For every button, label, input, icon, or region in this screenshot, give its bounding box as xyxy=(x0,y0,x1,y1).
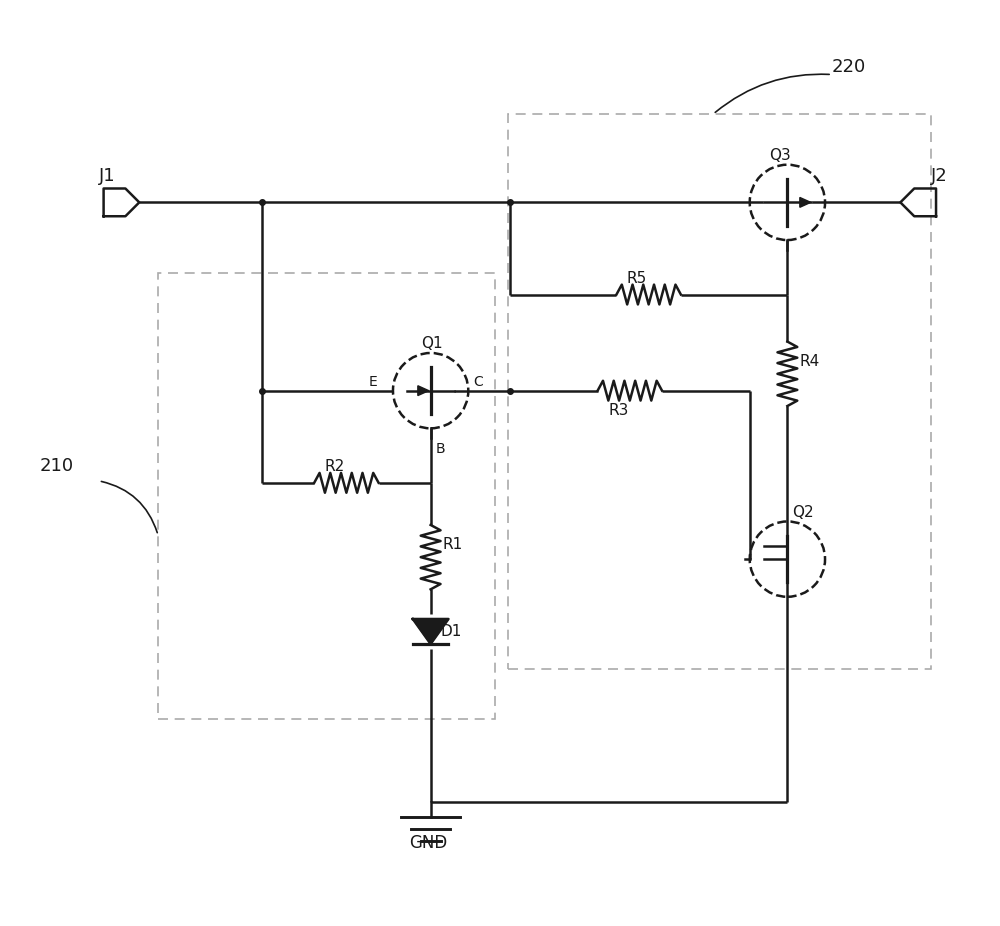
Text: J1: J1 xyxy=(99,167,115,184)
Text: R3: R3 xyxy=(608,404,628,419)
Text: D1: D1 xyxy=(441,624,462,640)
Text: R5: R5 xyxy=(627,270,647,285)
Bar xyxy=(158,273,495,719)
Bar xyxy=(508,114,931,669)
Text: Q3: Q3 xyxy=(770,148,791,163)
Text: 210: 210 xyxy=(39,457,73,475)
Text: R1: R1 xyxy=(443,537,463,552)
Polygon shape xyxy=(418,386,429,395)
Text: B: B xyxy=(436,442,445,457)
Polygon shape xyxy=(800,197,811,207)
Text: R2: R2 xyxy=(325,459,345,474)
Text: C: C xyxy=(473,375,483,389)
Polygon shape xyxy=(413,619,448,644)
Text: E: E xyxy=(368,375,377,389)
Text: 220: 220 xyxy=(832,57,866,76)
Text: R4: R4 xyxy=(799,354,820,369)
Text: GND: GND xyxy=(409,834,447,853)
Text: Q2: Q2 xyxy=(792,505,814,519)
Text: J2: J2 xyxy=(931,167,948,184)
Text: Q1: Q1 xyxy=(421,336,442,351)
